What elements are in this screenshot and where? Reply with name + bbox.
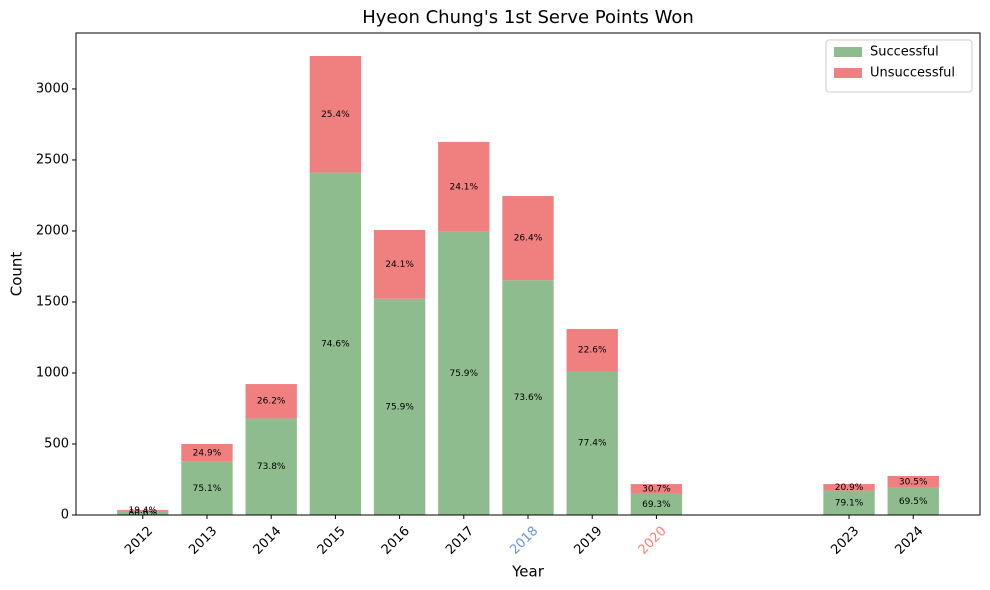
x-tick-label: 2023 [828, 524, 862, 558]
segment-label: 80.6% [128, 508, 157, 518]
bar-segment [566, 370, 618, 515]
bar-segment [502, 280, 554, 515]
y-tick-label: 3000 [36, 81, 69, 96]
bar-segment [566, 328, 618, 371]
segment-label: 24.1% [449, 182, 478, 192]
bar-segment [117, 510, 169, 515]
legend-box [825, 39, 973, 93]
x-axis-title: Year [511, 563, 545, 581]
x-tick-label: 2014 [250, 524, 284, 558]
y-axis-title: Count [8, 252, 26, 297]
x-tick-label: 2018 [507, 524, 541, 558]
legend-swatch [834, 68, 862, 78]
bar-segment [181, 443, 233, 462]
bar-segment [373, 229, 426, 299]
segment-label: 26.4% [514, 234, 543, 244]
bar-segment [823, 484, 875, 491]
bar-segment [630, 484, 683, 494]
x-tick-label: 2015 [315, 524, 349, 558]
segment-label: 79.1% [835, 498, 864, 508]
bar-segment [438, 141, 490, 232]
segment-label: 30.7% [642, 484, 671, 494]
x-tick-label: 2017 [443, 524, 477, 558]
y-tick-label: 2000 [36, 223, 69, 238]
bar-segment [245, 384, 297, 419]
legend-label: Unsuccessful [870, 66, 955, 81]
bar-segment [245, 418, 297, 515]
bar-segment [502, 196, 554, 281]
bar-segment [309, 56, 362, 173]
segment-label: 25.4% [321, 110, 350, 120]
bar-segment [309, 172, 362, 515]
x-tick-label: 2020 [636, 524, 670, 558]
x-tick-label: 2019 [572, 524, 606, 558]
bar-segment [887, 487, 939, 515]
bar-segment [887, 475, 939, 488]
segment-label: 19.4% [128, 506, 157, 516]
x-tick-label: 2012 [122, 524, 156, 558]
x-tick-label: 2013 [186, 524, 220, 558]
segment-label: 24.9% [193, 448, 222, 458]
bar-segment [373, 298, 426, 515]
x-tick-label: 2024 [893, 524, 927, 558]
segment-label: 22.6% [578, 345, 607, 355]
x-tick-label: 2016 [379, 524, 413, 558]
segment-label: 73.6% [514, 393, 543, 403]
segment-label: 69.5% [899, 497, 928, 507]
y-tick-label: 500 [44, 436, 69, 451]
segment-label: 74.6% [321, 339, 350, 349]
bar-segment [181, 461, 233, 515]
bar-segment [438, 231, 490, 515]
segment-label: 75.1% [193, 484, 222, 494]
y-tick-label: 2500 [36, 152, 69, 167]
legend-swatch [834, 47, 862, 57]
legend: Successful Unsuccessful [825, 39, 973, 93]
legend-label: Successful [870, 45, 939, 60]
segment-label: 75.9% [449, 369, 478, 379]
segment-label: 20.9% [835, 483, 864, 493]
y-tick-label: 1000 [36, 365, 69, 380]
chart-title: Hyeon Chung's 1st Serve Points Won [362, 7, 694, 28]
bar-segment [823, 490, 875, 515]
y-tick-label: 1500 [36, 294, 69, 309]
segment-label: 30.5% [899, 477, 928, 487]
segment-label: 69.3% [642, 500, 671, 510]
y-tick-label: 0 [61, 508, 69, 523]
segment-label: 75.9% [385, 402, 414, 412]
segment-label: 26.2% [257, 397, 286, 407]
segment-label: 77.4% [578, 438, 607, 448]
segment-label: 24.1% [385, 260, 414, 270]
segment-label: 73.8% [257, 462, 286, 472]
bar-segment [630, 493, 683, 515]
bar-segment [117, 509, 169, 511]
